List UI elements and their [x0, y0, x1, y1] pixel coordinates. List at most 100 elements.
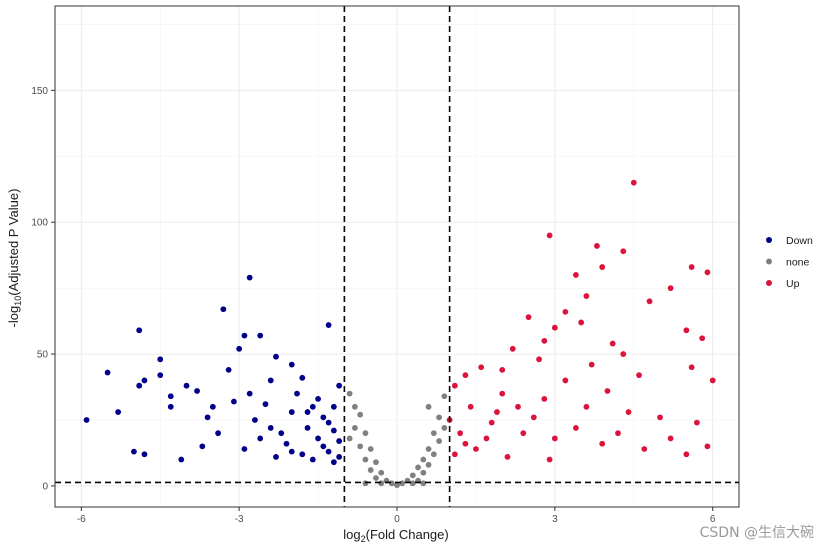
data-point: [367, 446, 374, 452]
data-point: [157, 372, 164, 379]
data-point: [283, 440, 290, 447]
data-point: [420, 480, 427, 487]
x-axis-title: log2(Fold Change): [343, 527, 448, 544]
data-point: [562, 377, 569, 384]
x-axis-ticks: -6 -3 0 3 6: [77, 507, 716, 525]
data-point: [420, 469, 427, 476]
data-point: [636, 372, 642, 379]
data-point: [420, 456, 427, 463]
data-point: [330, 427, 337, 434]
data-point: [415, 464, 421, 471]
data-point: [320, 414, 327, 421]
series-up: [446, 179, 716, 463]
data-point: [362, 430, 369, 437]
data-point: [141, 377, 148, 384]
legend-item-up: Up: [766, 278, 800, 290]
data-point: [315, 395, 321, 402]
data-point: [131, 448, 137, 455]
data-point: [278, 430, 285, 437]
series-down: [83, 274, 343, 466]
data-point: [551, 324, 558, 331]
data-point: [288, 409, 295, 415]
data-point: [599, 440, 606, 447]
data-point: [394, 482, 400, 489]
data-point: [578, 319, 585, 326]
data-point: [588, 361, 595, 368]
data-point: [304, 424, 311, 431]
grid-lines: [55, 6, 739, 507]
data-point: [688, 264, 695, 270]
data-point: [683, 327, 690, 334]
data-point: [457, 430, 464, 437]
data-point: [167, 393, 174, 400]
data-point: [436, 438, 442, 444]
data-point: [267, 424, 274, 431]
x-tick-label: -3: [235, 514, 244, 525]
data-point: [630, 179, 637, 186]
data-point: [136, 382, 143, 389]
data-point: [425, 446, 432, 452]
data-point: [430, 430, 437, 437]
data-point: [199, 443, 206, 450]
data-point: [425, 461, 432, 468]
data-point: [241, 332, 248, 339]
data-point: [494, 409, 500, 415]
data-point: [304, 409, 311, 415]
data-point: [209, 403, 216, 410]
data-point: [230, 398, 237, 405]
data-point: [488, 419, 495, 426]
data-point: [273, 454, 279, 460]
data-point: [409, 480, 416, 487]
data-point: [667, 435, 674, 442]
data-point: [583, 403, 590, 410]
data-point: [336, 454, 343, 460]
data-point: [215, 430, 222, 437]
data-point: [594, 243, 600, 249]
y-axis-ticks: 0 50 100 150: [31, 86, 55, 492]
data-point: [462, 440, 469, 447]
data-point: [483, 435, 490, 442]
legend: Down none Up: [766, 235, 813, 290]
data-point: [441, 424, 448, 431]
data-point: [252, 417, 258, 423]
data-point: [378, 469, 385, 476]
legend-key: [766, 258, 772, 265]
data-point: [325, 448, 332, 455]
data-point: [346, 390, 353, 397]
data-point: [620, 351, 627, 357]
data-point: [352, 403, 358, 410]
data-point: [246, 390, 253, 397]
data-point: [257, 332, 264, 339]
data-point: [167, 403, 174, 410]
data-point: [330, 403, 337, 410]
data-point: [688, 364, 695, 371]
data-point: [572, 424, 579, 431]
data-point: [325, 322, 332, 328]
data-point: [451, 451, 458, 458]
data-point: [236, 345, 243, 352]
data-point: [325, 419, 332, 426]
data-point: [562, 308, 569, 315]
data-point: [346, 435, 353, 442]
watermark: CSDN @生信大碗: [699, 525, 814, 541]
data-point: [641, 446, 648, 452]
data-point: [262, 401, 269, 408]
data-point: [220, 306, 227, 313]
y-tick-label: 100: [31, 218, 48, 229]
data-point: [551, 435, 558, 442]
x-tick-label: 3: [552, 514, 558, 525]
data-point: [704, 443, 711, 450]
data-point: [267, 377, 274, 384]
legend-key: [766, 280, 772, 286]
data-point: [352, 424, 358, 431]
data-point: [667, 285, 674, 292]
data-point: [299, 451, 306, 458]
data-point: [699, 335, 706, 342]
data-point: [288, 448, 295, 455]
data-point: [583, 293, 590, 299]
data-point: [309, 403, 316, 410]
legend-label: Down: [786, 235, 813, 247]
data-point: [157, 356, 164, 363]
data-point: [241, 446, 248, 452]
